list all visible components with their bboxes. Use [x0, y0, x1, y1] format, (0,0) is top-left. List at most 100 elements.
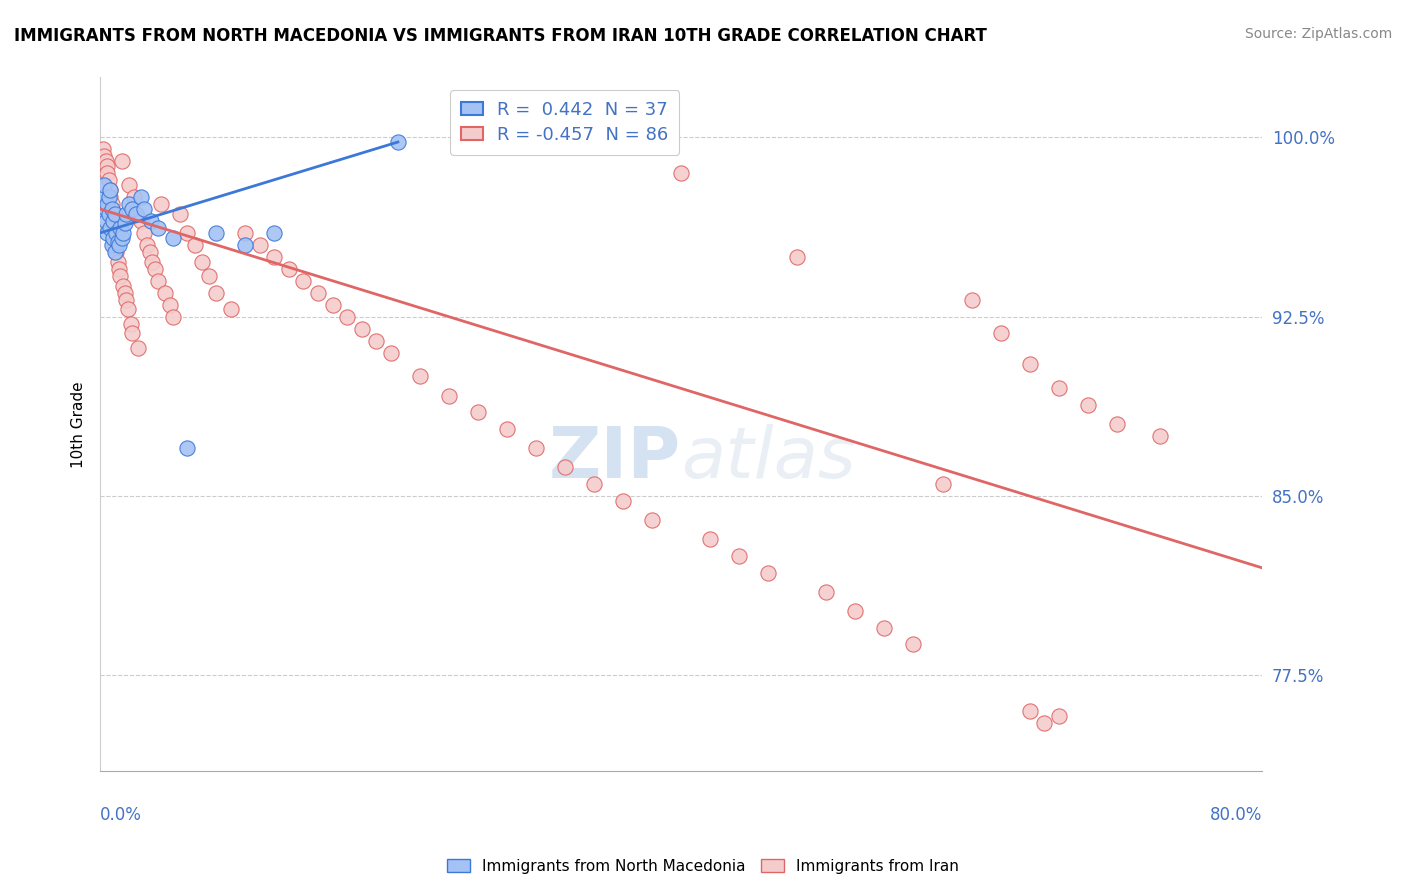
- Point: [98, 190, 121, 204]
- Text: 80.0%: 80.0%: [1209, 805, 1263, 824]
- Point: [141, 254, 163, 268]
- Point: [249, 238, 271, 252]
- Point: [111, 230, 134, 244]
- Point: [148, 274, 170, 288]
- Point: [815, 584, 838, 599]
- Point: [756, 566, 779, 580]
- Point: [641, 513, 664, 527]
- Point: [1047, 381, 1070, 395]
- Text: IMMIGRANTS FROM NORTH MACEDONIA VS IMMIGRANTS FROM IRAN 10TH GRADE CORRELATION C: IMMIGRANTS FROM NORTH MACEDONIA VS IMMIG…: [14, 27, 987, 45]
- Point: [150, 197, 173, 211]
- Point: [162, 230, 184, 244]
- Point: [122, 190, 145, 204]
- Point: [380, 345, 402, 359]
- Point: [96, 159, 118, 173]
- Point: [103, 214, 125, 228]
- Point: [169, 207, 191, 221]
- Point: [96, 166, 118, 180]
- Point: [125, 207, 148, 221]
- Point: [307, 285, 329, 300]
- Point: [105, 226, 128, 240]
- Point: [437, 388, 460, 402]
- Point: [844, 604, 866, 618]
- Text: atlas: atlas: [681, 425, 856, 493]
- Point: [112, 226, 135, 240]
- Point: [98, 183, 121, 197]
- Point: [94, 214, 117, 228]
- Point: [118, 178, 141, 192]
- Legend: Immigrants from North Macedonia, Immigrants from Iran: Immigrants from North Macedonia, Immigra…: [441, 853, 965, 880]
- Point: [94, 154, 117, 169]
- Point: [127, 341, 149, 355]
- Point: [669, 166, 692, 180]
- Point: [139, 214, 162, 228]
- Point: [96, 197, 118, 211]
- Point: [129, 214, 152, 228]
- Point: [108, 238, 131, 252]
- Point: [115, 293, 138, 307]
- Point: [205, 285, 228, 300]
- Point: [114, 285, 136, 300]
- Point: [903, 637, 925, 651]
- Point: [125, 207, 148, 221]
- Point: [103, 214, 125, 228]
- Point: [132, 226, 155, 240]
- Point: [107, 254, 129, 268]
- Point: [278, 261, 301, 276]
- Point: [107, 235, 129, 250]
- Point: [110, 221, 132, 235]
- Point: [103, 230, 125, 244]
- Point: [699, 532, 721, 546]
- Point: [155, 285, 177, 300]
- Point: [97, 207, 120, 221]
- Point: [108, 261, 131, 276]
- Point: [121, 326, 143, 341]
- Point: [235, 226, 257, 240]
- Point: [94, 202, 117, 216]
- Point: [100, 238, 122, 252]
- Point: [98, 183, 121, 197]
- Point: [198, 268, 221, 283]
- Point: [91, 190, 114, 204]
- Point: [350, 321, 373, 335]
- Point: [91, 142, 114, 156]
- Point: [104, 226, 127, 240]
- Point: [111, 154, 134, 169]
- Point: [1018, 704, 1040, 718]
- Point: [93, 178, 115, 192]
- Point: [104, 207, 127, 221]
- Point: [120, 317, 142, 331]
- Point: [263, 250, 285, 264]
- Point: [582, 477, 605, 491]
- Point: [138, 245, 160, 260]
- Point: [132, 202, 155, 216]
- Point: [93, 149, 115, 163]
- Point: [105, 245, 128, 260]
- Point: [728, 549, 751, 563]
- Point: [219, 302, 242, 317]
- Point: [191, 254, 214, 268]
- Point: [104, 238, 127, 252]
- Point: [612, 493, 634, 508]
- Point: [292, 274, 315, 288]
- Point: [960, 293, 983, 307]
- Point: [336, 310, 359, 324]
- Point: [1047, 709, 1070, 723]
- Point: [112, 278, 135, 293]
- Point: [100, 207, 122, 221]
- Point: [114, 216, 136, 230]
- Y-axis label: 10th Grade: 10th Grade: [72, 381, 86, 467]
- Point: [467, 405, 489, 419]
- Point: [364, 334, 387, 348]
- Point: [1033, 716, 1056, 731]
- Point: [100, 197, 122, 211]
- Point: [159, 298, 181, 312]
- Point: [554, 460, 576, 475]
- Point: [115, 207, 138, 221]
- Point: [100, 202, 122, 216]
- Point: [873, 621, 896, 635]
- Point: [990, 326, 1012, 341]
- Point: [1105, 417, 1128, 432]
- Point: [176, 226, 198, 240]
- Point: [524, 441, 547, 455]
